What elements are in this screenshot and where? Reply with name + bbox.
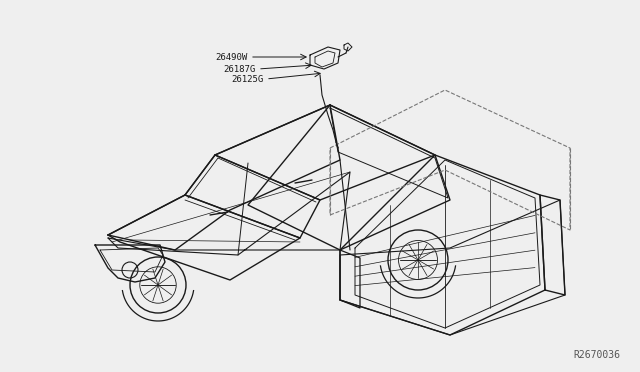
Text: R2670036: R2670036 bbox=[573, 350, 620, 360]
Text: 26187G: 26187G bbox=[224, 64, 256, 74]
Text: 26490W: 26490W bbox=[216, 52, 248, 61]
Text: 26125G: 26125G bbox=[232, 74, 264, 83]
